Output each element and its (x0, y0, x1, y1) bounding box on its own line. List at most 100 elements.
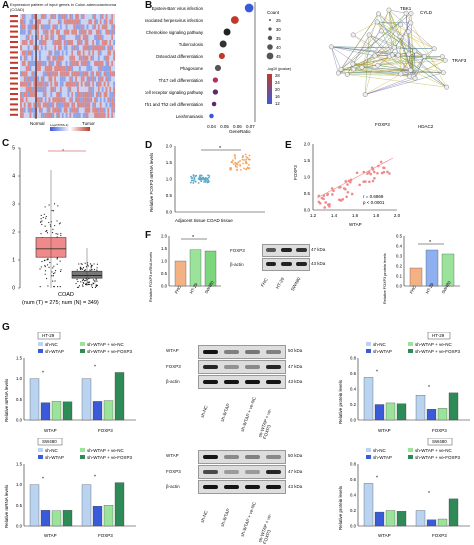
blot-f-band-actin (262, 258, 310, 271)
heatmap-cell (26, 97, 28, 102)
heatmap-cell (31, 45, 33, 50)
heatmap-cell (68, 82, 70, 87)
heatmap-cell (58, 50, 60, 55)
panel-d-point (190, 182, 192, 184)
heatmap-cell (77, 97, 79, 102)
heatmap-cell (102, 30, 104, 35)
heatmap-cell (83, 108, 85, 113)
heatmap-cell (77, 30, 79, 35)
heatmap-cell (104, 30, 106, 35)
heatmap-cell (92, 97, 94, 102)
heatmap-cell (98, 108, 100, 113)
heatmap-cell (43, 97, 45, 102)
heatmap-cell (107, 108, 109, 113)
heatmap-cell (52, 50, 54, 55)
heatmap-cell (22, 66, 24, 71)
normal-point (85, 283, 86, 284)
heatmap-cell (106, 61, 108, 66)
heatmap-cell (94, 35, 96, 40)
heatmap-row-label (10, 93, 18, 95)
heatmap-cell (113, 113, 115, 118)
pathway-label: Th1 and Th2 cell differentiation (145, 102, 204, 107)
heatmap-cell (85, 40, 87, 45)
g-blot-ht-kda2: 47 kDa (288, 364, 302, 369)
network-node (360, 65, 364, 69)
heatmap-cell (26, 108, 28, 113)
y-tick: 2.0 (161, 234, 168, 239)
tumor-point (53, 275, 54, 276)
heatmap-cell (41, 102, 43, 107)
panel-f-mrna-ylabel: Relative FOXP3 mRNA levels (149, 252, 153, 302)
heatmap-cell (64, 71, 66, 76)
heatmap-cell (75, 102, 77, 107)
heatmap-cell (81, 61, 83, 66)
y-tick: 0.6 (350, 477, 357, 482)
heatmap-cell (20, 102, 22, 107)
panel-e-point (372, 180, 375, 183)
heatmap-cell (45, 19, 47, 24)
heatmap-cell (60, 102, 62, 107)
heatmap-cell (62, 19, 64, 24)
heatmap-cell (88, 66, 90, 71)
heatmap-cell (33, 82, 35, 87)
normal-point (90, 263, 91, 264)
heatmap-cell (104, 102, 106, 107)
heatmap-cell (94, 14, 96, 19)
heatmap-cell (26, 87, 28, 92)
heatmap-cell (24, 56, 26, 61)
heatmap-cell (69, 30, 71, 35)
heatmap-cell (87, 76, 89, 81)
heatmap-cell (73, 30, 75, 35)
heatmap-cell (85, 97, 87, 102)
heatmap-cell (62, 40, 64, 45)
heatmap-cell (98, 102, 100, 107)
g-bar (41, 510, 50, 526)
heatmap-cell (49, 108, 51, 113)
panel-d-point (246, 162, 248, 164)
heatmap-cell (83, 30, 85, 35)
panel-d-point (248, 164, 250, 166)
heatmap-cell (22, 40, 24, 45)
heatmap-cell (77, 35, 79, 40)
g-blot-strip (198, 360, 286, 374)
heatmap-cell (96, 76, 98, 81)
heatmap-cell (90, 30, 92, 35)
g-blot-band (203, 380, 218, 384)
heatmap-cell (45, 45, 47, 50)
heatmap-cell (45, 102, 47, 107)
panel-d-point (231, 162, 233, 164)
heatmap-cell (113, 14, 115, 19)
heatmap-cell (64, 61, 66, 66)
heatmap-cell (113, 92, 115, 97)
g-blot-band (266, 350, 281, 354)
heatmap-cell (64, 76, 66, 81)
panel-d-point (194, 181, 196, 183)
pathway-label: Epstein-Barr virus infection (152, 6, 204, 11)
blot-f-kda-foxp3: 47 kDa (311, 247, 325, 252)
heatmap-cell (81, 35, 83, 40)
normal-point (93, 279, 94, 280)
tumor-point (41, 224, 42, 225)
heatmap-cell (33, 102, 35, 107)
panel-d-dotplot: Relative FOXP3 mRNA levels 0.00.51.01.52… (145, 140, 285, 228)
heatmap-cell (111, 87, 113, 92)
heatmap-cell (92, 45, 94, 50)
heatmap-cell (56, 102, 58, 107)
heatmap-cell (47, 61, 49, 66)
tumor-point (51, 210, 52, 211)
heatmap-cell (102, 45, 104, 50)
heatmap-cell (58, 24, 60, 29)
heatmap-row-label (10, 20, 18, 22)
heatmap-cell (107, 19, 109, 24)
pathway-label: Phagosome (180, 66, 204, 71)
heatmap-cell (88, 102, 90, 107)
heatmap-cell (83, 45, 85, 50)
legend-count-value: 45 (276, 54, 281, 59)
heatmap-cell (39, 61, 41, 66)
y-tick: 0.1 (396, 274, 403, 279)
heatmap-cell (87, 108, 89, 113)
panel-d-point (249, 155, 251, 157)
panel-d-point (245, 159, 247, 161)
network-node (441, 70, 445, 74)
heatmap-cell (73, 102, 75, 107)
